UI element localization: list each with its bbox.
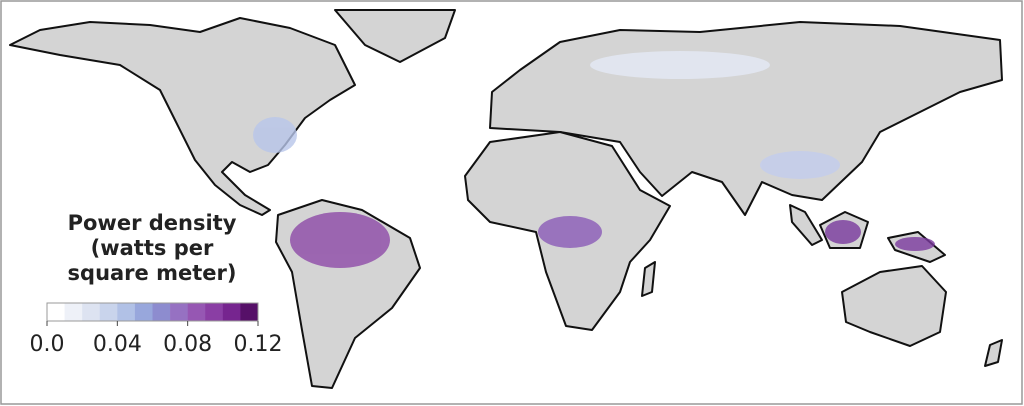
siberia-density — [590, 51, 770, 79]
color-swatch — [47, 303, 65, 321]
borneo-density — [825, 220, 861, 244]
color-swatch — [222, 303, 241, 321]
new-guinea-density — [895, 237, 935, 251]
colorbar-border — [46, 302, 259, 322]
sumatra — [789, 204, 823, 246]
asia-density — [760, 151, 840, 179]
new-zealand — [984, 339, 1003, 367]
color-swatch — [99, 303, 118, 321]
color-swatch — [134, 303, 153, 321]
amazon-density — [290, 212, 390, 268]
legend-title: (watts per — [91, 236, 214, 260]
greenland — [334, 9, 456, 63]
color-swatch — [205, 303, 224, 321]
legend-title: Power density — [68, 211, 237, 235]
color-swatch — [117, 303, 136, 321]
tick-label: 0.12 — [234, 332, 283, 357]
color-swatch — [152, 303, 171, 321]
tick-label: 0.0 — [30, 332, 65, 357]
density-overlay — [253, 51, 935, 268]
tick-label: 0.04 — [93, 332, 142, 357]
madagascar — [641, 261, 656, 297]
legend-title: square meter) — [68, 261, 237, 285]
north-america — [9, 17, 356, 216]
east-us-density — [253, 117, 297, 153]
color-swatch — [170, 303, 188, 321]
congo-density — [538, 216, 602, 248]
color-swatch — [187, 303, 206, 321]
color-swatch — [82, 303, 101, 321]
color-swatch — [240, 303, 259, 321]
tick-label: 0.08 — [163, 332, 212, 357]
color-swatch — [64, 303, 83, 321]
australia — [841, 265, 947, 347]
